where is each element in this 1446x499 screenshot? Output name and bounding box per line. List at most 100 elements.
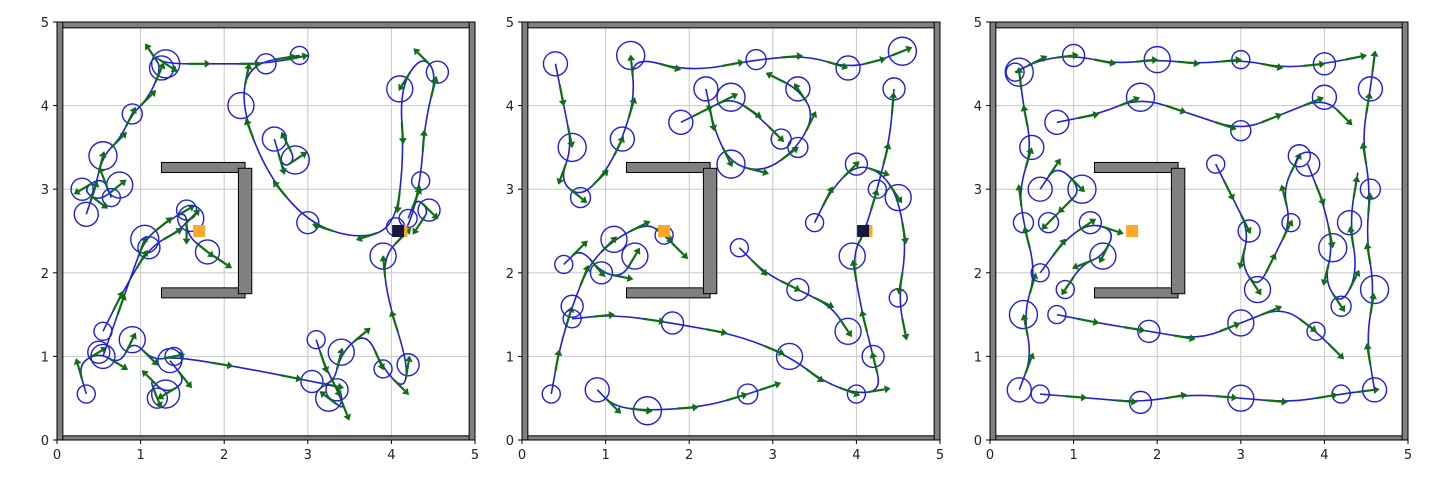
heading-arrow-shaft xyxy=(805,115,815,132)
heading-arrow-head xyxy=(129,106,137,114)
x-tick-label: 5 xyxy=(936,448,944,463)
heading-arrow-shaft xyxy=(579,270,588,286)
heading-arrow-head xyxy=(796,52,804,61)
heading-arrow-shaft xyxy=(177,370,190,385)
heading-arrow-head xyxy=(762,168,770,177)
heading-arrow-head xyxy=(431,212,439,220)
heading-arrow-head xyxy=(845,329,852,338)
heading-arrow-head xyxy=(777,348,785,356)
heading-arrow-shaft xyxy=(1265,399,1282,403)
heading-arrow-shaft xyxy=(1219,59,1236,63)
heading-arrow-shaft xyxy=(1123,326,1140,331)
trajectory-loop xyxy=(1357,76,1384,102)
y-tick-label: 5 xyxy=(974,16,982,31)
heading-arrow-shaft xyxy=(821,191,832,207)
heading-arrow-shaft xyxy=(611,273,628,280)
x-tick-label: 3 xyxy=(769,448,777,463)
heading-arrow-head xyxy=(852,161,860,169)
heading-arrow-head xyxy=(627,54,636,61)
heading-arrow-head xyxy=(1026,147,1034,155)
heading-arrow-head xyxy=(1353,269,1361,277)
heading-arrow-shaft xyxy=(76,363,84,380)
trajectory-line xyxy=(1014,54,1367,73)
heading-arrow-shaft xyxy=(163,230,179,241)
heading-arrow-head xyxy=(614,406,622,414)
heading-arrow-shaft xyxy=(154,67,163,84)
heading-arrow-shaft xyxy=(1028,278,1036,295)
trajectory-loop xyxy=(729,238,750,258)
heading-arrow-shaft xyxy=(805,368,820,380)
heading-arrow-shaft xyxy=(722,61,739,67)
heading-arrow-shaft xyxy=(112,295,122,311)
heading-arrow-shaft xyxy=(868,167,885,175)
heading-arrow-shaft xyxy=(868,388,885,394)
heading-arrow-shaft xyxy=(1047,162,1059,178)
heading-arrow-shaft xyxy=(1094,58,1111,64)
heading-arrow-shaft xyxy=(751,259,764,273)
trajectory-loop xyxy=(1206,154,1226,174)
heading-arrow-shaft xyxy=(1366,248,1372,265)
heading-arrow-head xyxy=(1316,95,1324,104)
trajectory-loop xyxy=(554,254,574,275)
heading-arrow-head xyxy=(119,131,127,139)
heading-arrow-shaft xyxy=(1115,399,1132,403)
heading-arrow-shaft xyxy=(600,239,614,253)
heading-arrow-head xyxy=(295,374,303,383)
heading-arrow-shaft xyxy=(864,58,881,65)
heading-arrow-head xyxy=(901,237,909,245)
trajectory-loop xyxy=(589,261,614,285)
trajectory-loop xyxy=(542,51,569,77)
heading-arrow-head xyxy=(343,413,351,421)
trajectory-loop xyxy=(560,294,584,318)
heading-arrow-shaft xyxy=(1023,319,1029,336)
heading-arrow-head xyxy=(826,186,834,194)
x-tick-label: 4 xyxy=(387,448,395,463)
heading-arrow-shaft xyxy=(1331,293,1343,308)
y-tick-label: 0 xyxy=(506,434,514,449)
heading-arrow-head xyxy=(841,62,849,71)
heading-arrow-head xyxy=(556,177,565,185)
heading-arrow-shaft xyxy=(838,318,850,333)
heading-arrow-shaft xyxy=(396,191,401,208)
heading-arrow-head xyxy=(1319,60,1326,69)
heading-arrow-shaft xyxy=(108,182,123,195)
heading-arrow-shaft xyxy=(1239,213,1249,230)
heading-arrow-shaft xyxy=(161,386,177,397)
x-tick-label: 5 xyxy=(471,448,479,463)
heading-arrow-head xyxy=(141,370,149,378)
heading-arrow-shaft xyxy=(1327,343,1341,356)
trajectory-loop xyxy=(1004,57,1034,87)
heading-arrow-head xyxy=(582,264,591,272)
trajectory-loop xyxy=(834,317,862,346)
x-tick-label: 2 xyxy=(1153,448,1161,463)
heading-arrow-head xyxy=(377,363,385,371)
trajectory-loop xyxy=(1243,275,1272,304)
heading-arrow-head xyxy=(398,83,406,91)
heading-arrow-head xyxy=(1229,123,1237,132)
heading-arrow-shaft xyxy=(1024,231,1031,248)
heading-arrow-shaft xyxy=(559,163,567,180)
heading-arrow-shaft xyxy=(1323,264,1330,281)
heading-arrow-head xyxy=(754,111,762,118)
heading-arrow-shaft xyxy=(89,194,104,206)
heading-arrow-head xyxy=(1058,206,1066,214)
heading-arrow-head xyxy=(1132,95,1141,104)
heading-arrow-head xyxy=(1059,238,1066,246)
heading-arrow-head xyxy=(129,332,137,340)
heading-arrow-head xyxy=(889,92,898,99)
heading-arrow-head xyxy=(224,261,233,269)
heading-arrow-shaft xyxy=(1367,198,1371,215)
heading-arrow-shaft xyxy=(659,62,676,70)
trajectory-loop xyxy=(417,198,441,222)
heading-arrow-head xyxy=(155,401,163,409)
goal-marker xyxy=(658,225,671,237)
heading-arrow-head xyxy=(558,99,567,107)
heading-arrow-shaft xyxy=(280,374,297,380)
heading-arrow-head xyxy=(740,391,748,400)
heading-arrow-head xyxy=(705,105,714,113)
heading-arrow-head xyxy=(413,48,421,56)
heading-arrow-head xyxy=(412,227,420,235)
heading-arrow-shaft xyxy=(709,109,715,126)
heading-arrow-head xyxy=(1320,278,1329,286)
heading-arrow-head xyxy=(120,363,129,371)
